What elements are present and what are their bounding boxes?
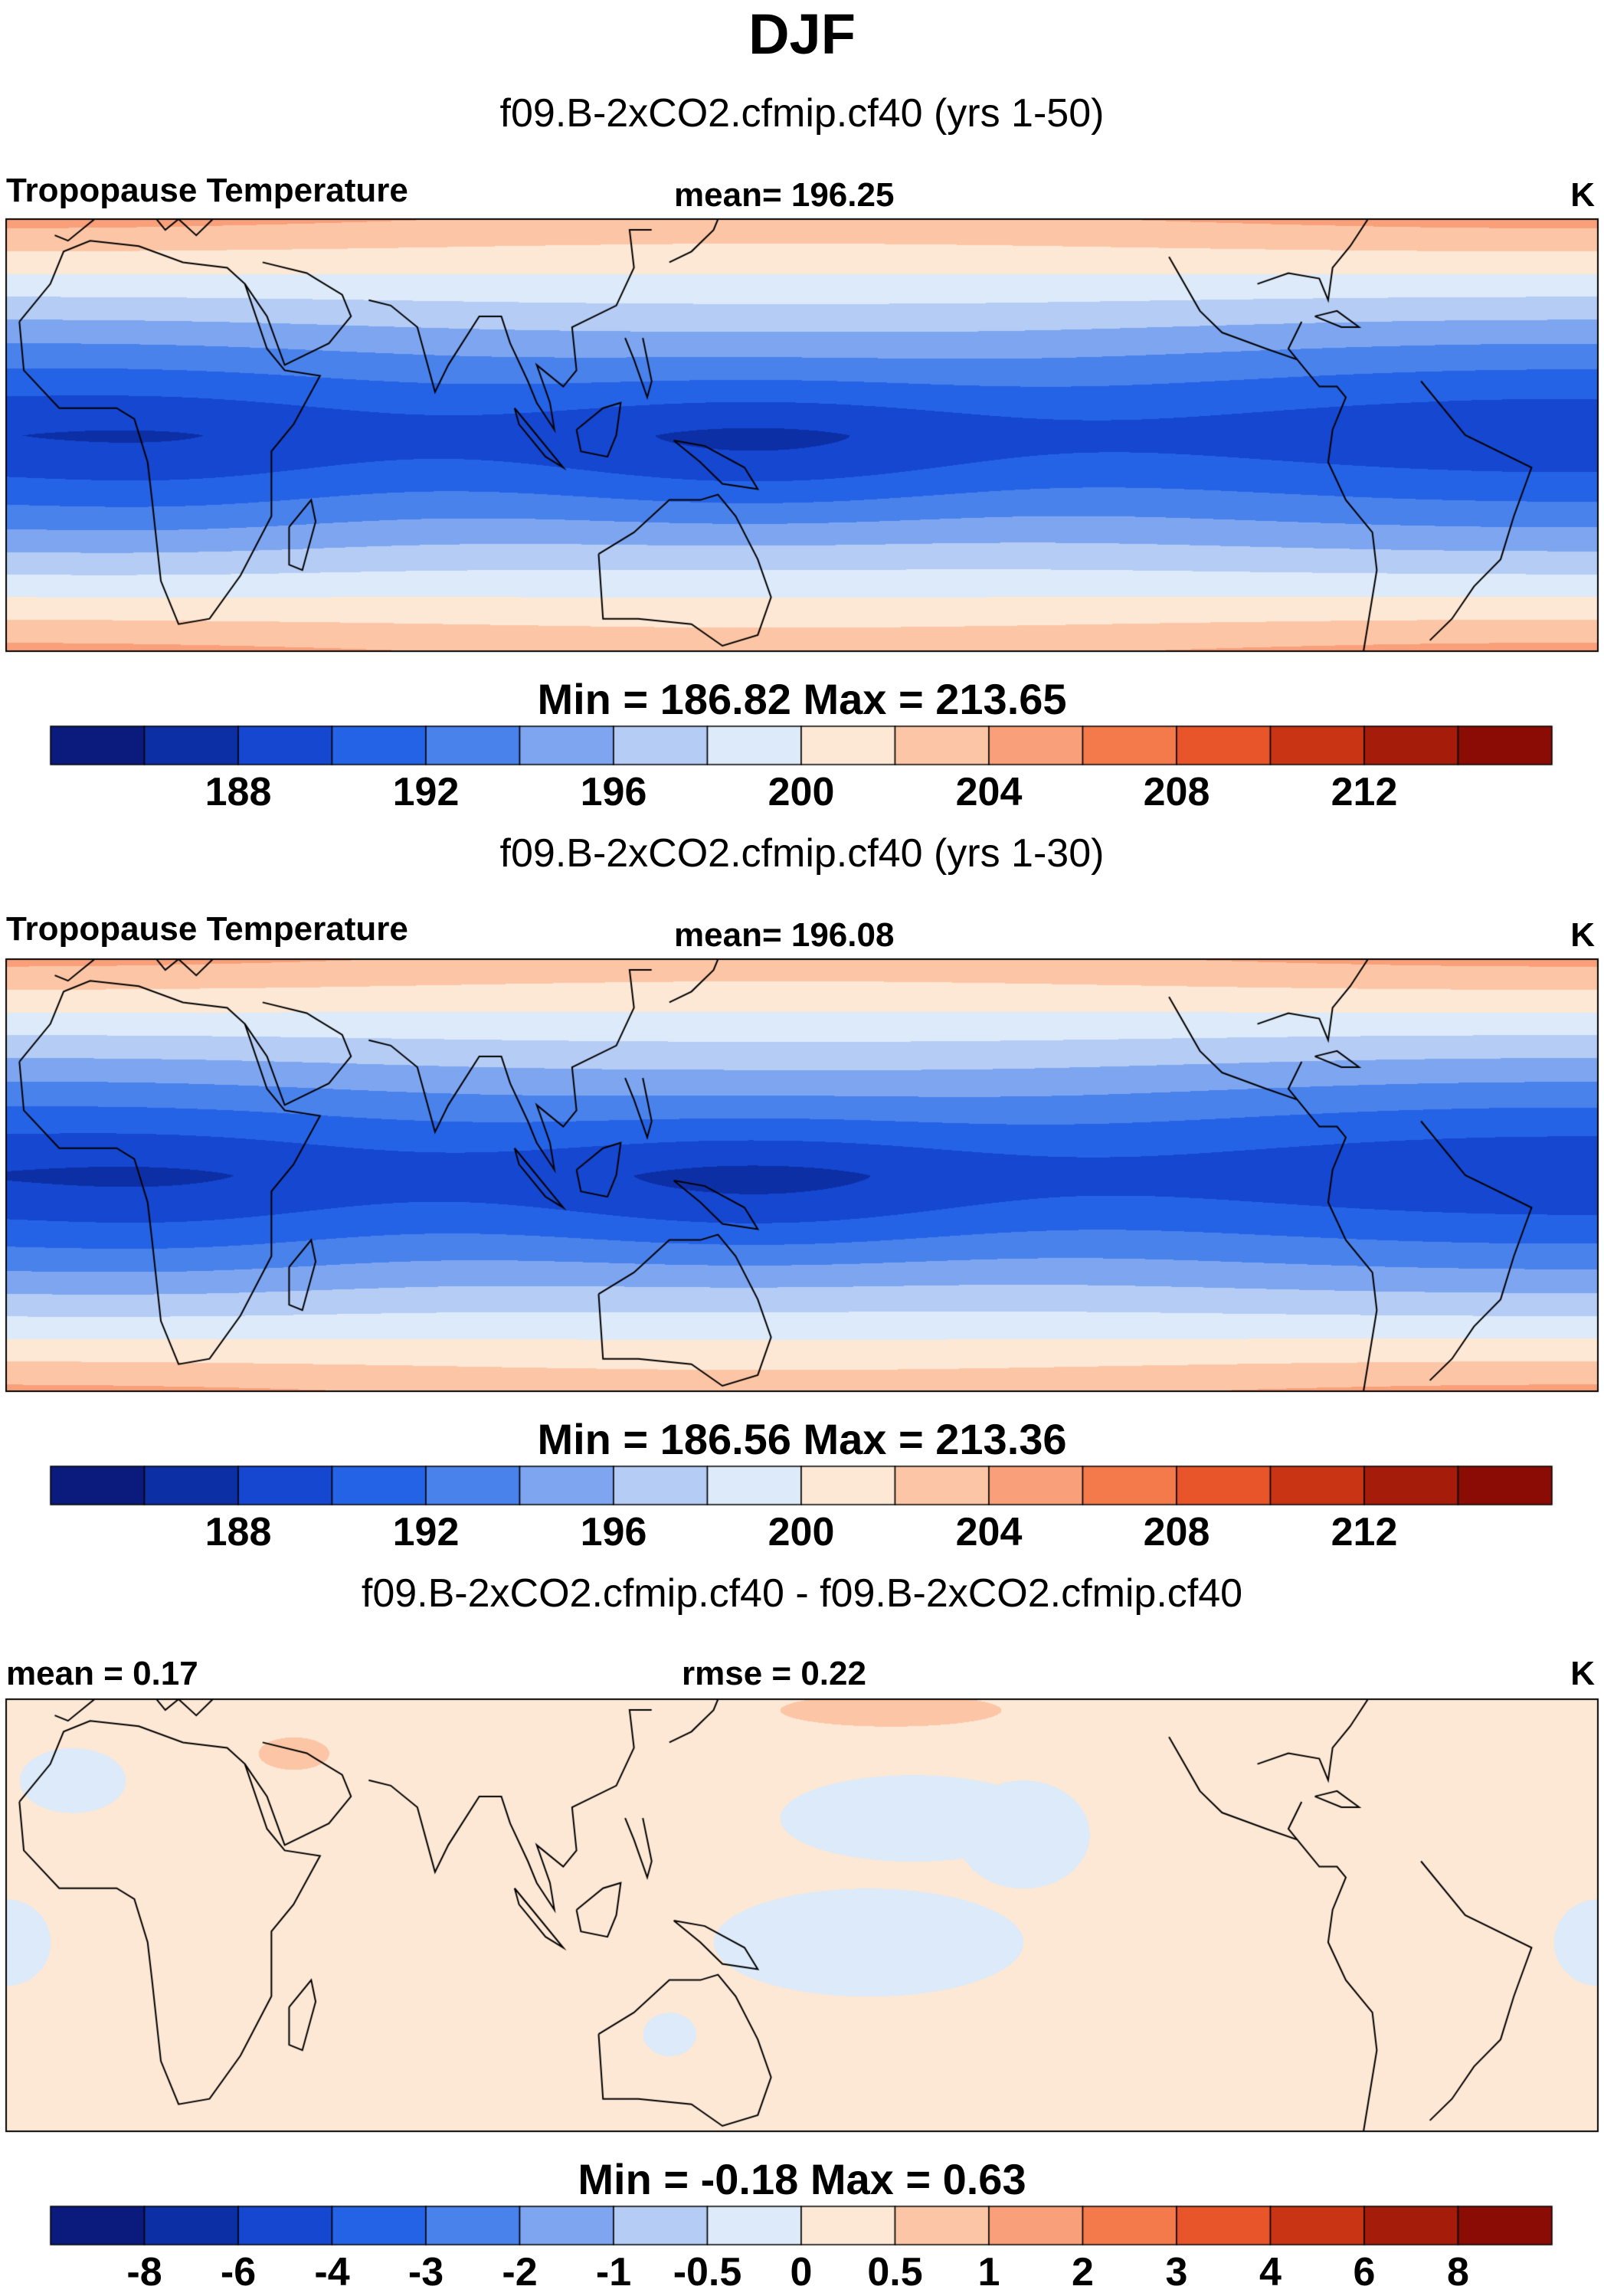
panel1-tick-4: 204 xyxy=(955,770,1023,814)
panel3-tick-11: 3 xyxy=(1165,2250,1188,2294)
panel1-units-label: K xyxy=(1570,176,1595,214)
panel2-mean-label: mean= 196.08 xyxy=(674,916,895,954)
panel2-tick-0: 188 xyxy=(205,1510,272,1554)
panel2-tick-2: 196 xyxy=(580,1510,647,1554)
panel3-title: f09.B-2xCO2.cfmip.cf40 - f09.B-2xCO2.cfm… xyxy=(361,1571,1243,1616)
panel1-title: f09.B-2xCO2.cfmip.cf40 (yrs 1-50) xyxy=(499,91,1105,136)
panel2-title: f09.B-2xCO2.cfmip.cf40 (yrs 1-30) xyxy=(499,831,1105,876)
panel3-tick-7: 0 xyxy=(790,2250,813,2294)
panel2-tick-6: 212 xyxy=(1331,1510,1398,1554)
panel3-rmse-label: rmse = 0.22 xyxy=(682,1655,866,1692)
panel3-tick-9: 1 xyxy=(977,2250,1000,2294)
panel1-tick-0: 188 xyxy=(205,770,272,814)
panel3-tick-4: -2 xyxy=(502,2250,538,2294)
panel1-tick-5: 208 xyxy=(1143,770,1210,814)
panel1-minmax-label: Min = 186.82 Max = 213.65 xyxy=(537,675,1067,723)
panel2-tick-4: 204 xyxy=(955,1510,1023,1554)
panel3-tick-1: -6 xyxy=(220,2250,257,2294)
figure-title: DJF xyxy=(748,2,856,66)
panel2-minmax-label: Min = 186.56 Max = 213.36 xyxy=(537,1415,1067,1463)
panel1-tick-1: 192 xyxy=(392,770,460,814)
panel3-tick-8: 0.5 xyxy=(867,2250,923,2294)
panel2-tick-1: 192 xyxy=(392,1510,460,1554)
panel3-tick-5: -1 xyxy=(595,2250,632,2294)
panel3-units-label: K xyxy=(1570,1655,1595,1692)
panel3-tick-0: -8 xyxy=(126,2250,162,2294)
panel1-mean-label: mean= 196.25 xyxy=(674,176,895,214)
panel3-mean-label: mean = 0.17 xyxy=(6,1655,198,1692)
panel2-units-label: K xyxy=(1570,916,1595,954)
panel3-tick-12: 4 xyxy=(1259,2250,1282,2294)
panel3-tick-2: -4 xyxy=(314,2250,350,2294)
panel3-minmax-label: Min = -0.18 Max = 0.63 xyxy=(578,2155,1026,2203)
panel1-tick-2: 196 xyxy=(580,770,647,814)
panel2-tick-3: 200 xyxy=(768,1510,835,1554)
panel3-tick-14: 8 xyxy=(1447,2250,1469,2294)
panel2-tick-5: 208 xyxy=(1143,1510,1210,1554)
panel1-variable-label: Tropopause Temperature xyxy=(6,172,408,209)
panel2-variable-label: Tropopause Temperature xyxy=(6,910,408,948)
panel3-tick-6: -0.5 xyxy=(673,2250,742,2294)
panel3-tick-10: 2 xyxy=(1072,2250,1094,2294)
panel3-tick-3: -3 xyxy=(408,2250,444,2294)
panel3-tick-13: 6 xyxy=(1353,2250,1376,2294)
panel1-tick-6: 212 xyxy=(1331,770,1398,814)
panel1-tick-3: 200 xyxy=(768,770,835,814)
